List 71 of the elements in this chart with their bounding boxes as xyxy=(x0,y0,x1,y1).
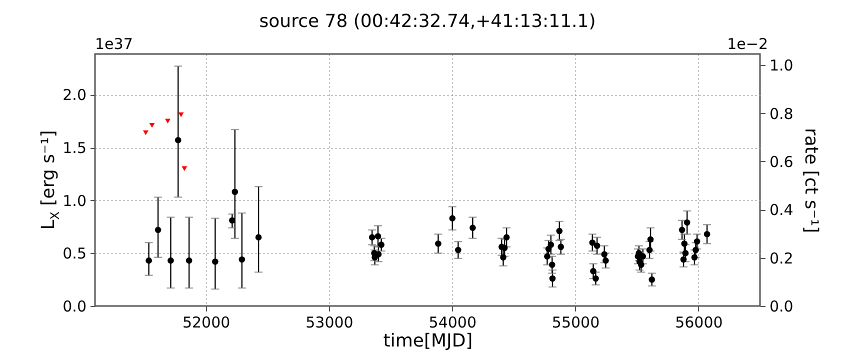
point xyxy=(374,233,382,240)
point xyxy=(549,275,556,282)
point xyxy=(368,234,376,240)
y2-tick-label: 0.8 xyxy=(770,104,794,123)
point xyxy=(186,257,192,264)
point xyxy=(601,251,608,258)
point xyxy=(548,262,556,268)
point xyxy=(168,257,174,264)
point xyxy=(143,130,148,136)
point xyxy=(594,242,600,249)
y2-tick-label: 0.0 xyxy=(770,298,794,316)
y2-tick-label: 0.2 xyxy=(770,249,794,268)
point xyxy=(640,253,646,260)
point xyxy=(544,253,550,260)
point xyxy=(692,246,699,254)
x-tick-label: 56000 xyxy=(675,314,723,332)
y2-tick-label: 1.0 xyxy=(770,56,794,75)
point xyxy=(704,230,710,238)
x-tick-label: 52000 xyxy=(182,314,230,332)
point xyxy=(500,254,506,261)
point xyxy=(589,239,596,246)
y-tick-label: 0.5 xyxy=(62,244,86,263)
point xyxy=(501,244,508,252)
x-axis-title: time[MJD] xyxy=(383,330,473,352)
x-tick-label: 54000 xyxy=(428,314,476,332)
point xyxy=(646,246,653,254)
x-tick-label: 55000 xyxy=(552,314,600,332)
point xyxy=(592,275,599,282)
point xyxy=(165,118,171,124)
point xyxy=(678,226,686,234)
point xyxy=(182,166,188,172)
point xyxy=(590,268,596,274)
point xyxy=(174,136,182,144)
point xyxy=(602,257,609,264)
point xyxy=(647,236,654,243)
point xyxy=(548,242,554,248)
point xyxy=(146,257,152,264)
text: 1e37 xyxy=(95,35,133,53)
point xyxy=(682,250,689,256)
point xyxy=(694,238,700,245)
point xyxy=(470,224,476,231)
point xyxy=(238,256,246,263)
point xyxy=(229,217,236,224)
point xyxy=(232,188,238,196)
y-tick-label: 1.5 xyxy=(62,139,86,158)
point xyxy=(154,226,162,234)
y2-axis-title: rate [ct s⁻¹] xyxy=(800,128,822,234)
point xyxy=(212,258,218,265)
point xyxy=(558,244,564,250)
point xyxy=(435,240,442,247)
y-tick-label: 1.0 xyxy=(62,192,86,210)
text: 1e−2 xyxy=(727,35,768,53)
point xyxy=(684,219,690,226)
point xyxy=(503,234,510,240)
y2-tick-label: 0.6 xyxy=(770,152,794,171)
y-tick-label: 0.0 xyxy=(62,298,86,316)
y-tick-label: 2.0 xyxy=(62,86,86,104)
point xyxy=(255,234,262,240)
point xyxy=(691,254,698,261)
chart-title: source 78 (00:42:32.74,+41:13:11.1) xyxy=(259,11,596,32)
point xyxy=(455,246,462,254)
x-tick-label: 53000 xyxy=(306,314,354,332)
point xyxy=(680,256,687,263)
point xyxy=(648,276,656,283)
point xyxy=(149,122,155,128)
point xyxy=(449,215,456,222)
point xyxy=(556,228,563,234)
point xyxy=(178,112,184,118)
y2-tick-label: 0.4 xyxy=(770,201,794,220)
point xyxy=(378,242,384,248)
point xyxy=(681,240,688,247)
